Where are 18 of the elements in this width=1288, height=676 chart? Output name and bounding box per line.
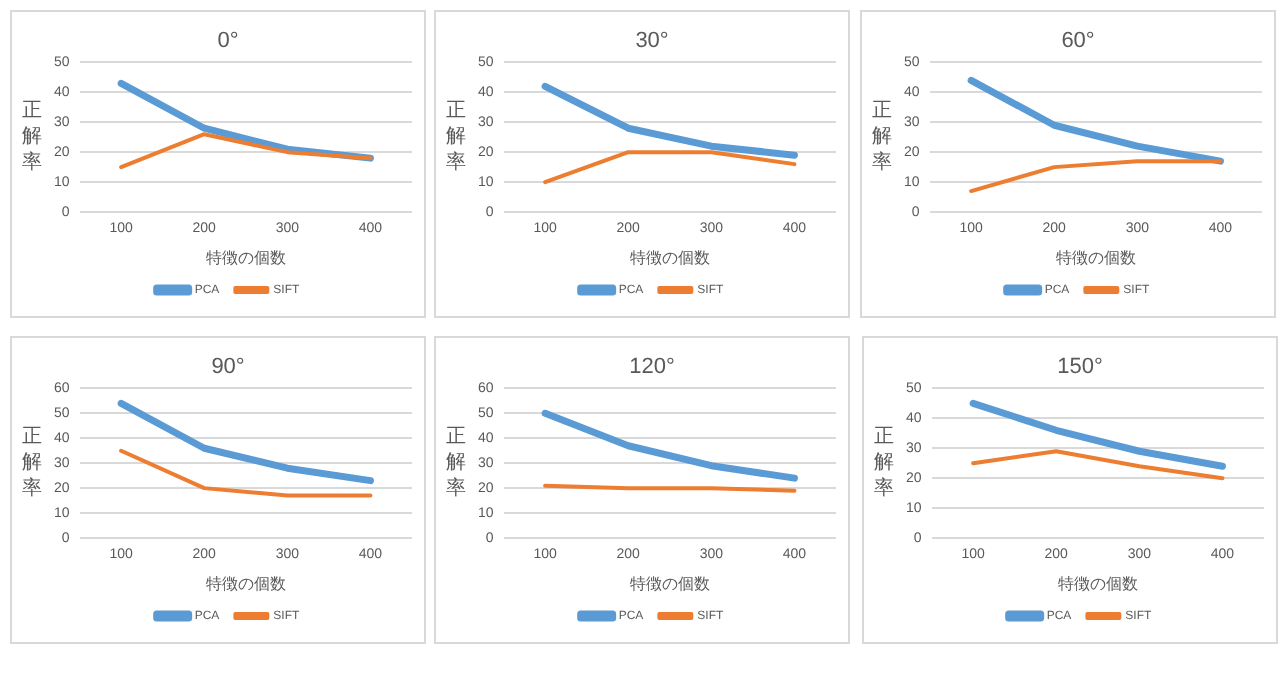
chart-title: 120° (629, 355, 675, 380)
chart-title: 60° (1061, 29, 1095, 54)
y-axis-title: 正解率 (446, 100, 466, 175)
y-axis-title: 正解率 (22, 426, 42, 501)
x-axis-title: 特徴の個数 (205, 574, 286, 593)
chart-title: 30° (635, 29, 669, 54)
x-axis-title: 特徴の個数 (629, 248, 710, 267)
y-axis-title: 正解率 (872, 100, 892, 175)
y-axis-title: 正解率 (22, 100, 42, 175)
x-axis-title: 特徴の個数 (205, 248, 286, 267)
x-axis-title: 特徴の個数 (1055, 248, 1136, 267)
chart-title: 90° (211, 355, 245, 380)
y-axis-title: 正解率 (446, 426, 466, 501)
x-axis-title: 特徴の個数 (1057, 574, 1138, 593)
y-axis-title: 正解率 (874, 426, 894, 501)
chart-title: 0° (217, 29, 239, 54)
chart-title: 150° (1057, 355, 1103, 380)
x-axis-title: 特徴の個数 (629, 574, 710, 593)
